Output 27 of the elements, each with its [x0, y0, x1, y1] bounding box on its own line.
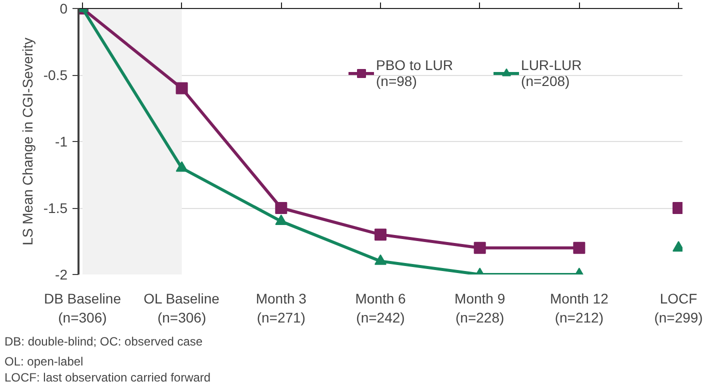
- text: DB: double-blind; OC: observed case: [4, 334, 203, 348]
- x-tick-label: LOCF (n=299): [654, 290, 703, 326]
- text: LOCF: last observation carried forward: [4, 370, 211, 384]
- x-tick-label: Month 12 (n=212): [550, 290, 609, 326]
- point: [672, 241, 682, 252]
- point: [374, 228, 386, 241]
- y-tick-label: -1: [55, 134, 68, 150]
- y-tick-label: -0.5: [43, 67, 68, 83]
- y-axis-title: LS Mean Change in CGI-Severity: [19, 38, 36, 246]
- legend-label: PBO to LUR (n=98): [376, 57, 454, 89]
- point: [672, 202, 682, 214]
- point: [573, 242, 586, 254]
- point: [474, 242, 486, 254]
- x-tick-label: OL Baseline (n=306): [144, 290, 220, 326]
- x-tick-label: Month 9 (n=228): [454, 290, 506, 326]
- y-tick-label: 0: [60, 0, 68, 16]
- point: [176, 82, 188, 94]
- y-tick-label: -2: [55, 266, 68, 282]
- legend-label: LUR-LUR (n=208): [521, 57, 582, 89]
- point: [275, 202, 288, 214]
- point: [275, 214, 288, 225]
- y-tick-label: -1.5: [43, 200, 68, 216]
- text: OL: open-label: [4, 354, 84, 368]
- x-tick-label: Month 6 (n=242): [355, 290, 406, 326]
- x-tick-label: DB Baseline (n=306): [44, 290, 122, 326]
- x-tick-label: Month 3 (n=271): [256, 290, 307, 326]
- point: [374, 254, 386, 265]
